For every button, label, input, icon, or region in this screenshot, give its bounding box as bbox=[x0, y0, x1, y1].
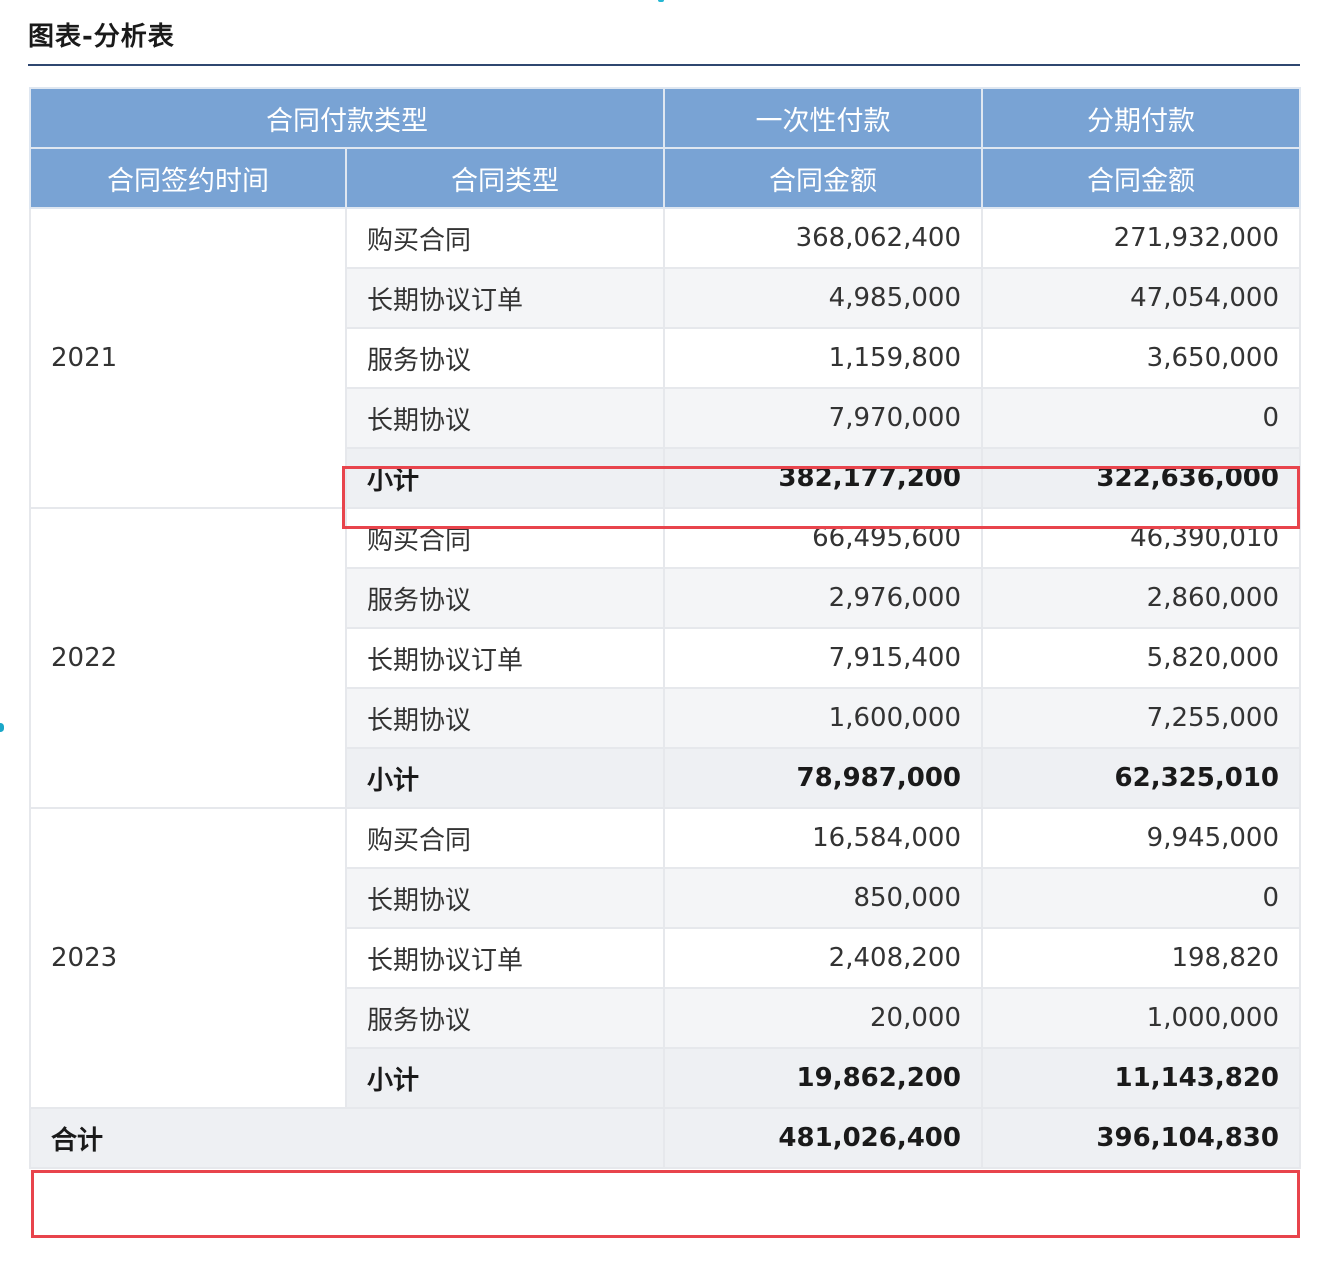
subtotal-label: 小计 bbox=[345, 1047, 665, 1109]
lump-amount-cell: 7,970,000 bbox=[663, 387, 983, 449]
contract-type-cell: 购买合同 bbox=[345, 207, 665, 269]
grand-total-row: 合计 481,026,400 396,104,830 bbox=[29, 1107, 1301, 1169]
header-row-1: 合同付款类型 一次性付款 分期付款 bbox=[29, 87, 1301, 149]
header-amount-lump[interactable]: 合同金额 bbox=[663, 147, 983, 209]
contract-type-cell: 长期协议 bbox=[345, 867, 665, 929]
table-row: 长期协议 1,600,000 7,255,000 bbox=[30, 687, 1301, 749]
subtotal-lump: 382,177,200 bbox=[663, 447, 983, 509]
contract-type-cell: 长期协议订单 bbox=[345, 267, 665, 329]
install-amount-cell: 47,054,000 bbox=[981, 267, 1301, 329]
table-row: 服务协议 1,159,800 3,650,000 bbox=[30, 327, 1301, 389]
install-amount-cell: 198,820 bbox=[981, 927, 1301, 989]
title-divider bbox=[28, 64, 1300, 66]
subtotal-install: 11,143,820 bbox=[981, 1047, 1301, 1109]
lump-amount-cell: 16,584,000 bbox=[663, 807, 983, 869]
install-amount-cell: 7,255,000 bbox=[981, 687, 1301, 749]
lump-amount-cell: 368,062,400 bbox=[663, 207, 983, 269]
year-cell: 2022 bbox=[29, 507, 347, 809]
header-lump-sum[interactable]: 一次性付款 bbox=[663, 87, 983, 149]
grand-total-lump: 481,026,400 bbox=[663, 1107, 983, 1169]
subtotal-row: 小计 19,862,200 11,143,820 bbox=[30, 1047, 1301, 1109]
contract-type-cell: 服务协议 bbox=[345, 327, 665, 389]
lump-amount-cell: 2,408,200 bbox=[663, 927, 983, 989]
table-row: 2022 购买合同 66,495,600 46,390,010 bbox=[29, 507, 1301, 809]
lump-amount-cell: 7,915,400 bbox=[663, 627, 983, 689]
install-amount-cell: 46,390,010 bbox=[981, 507, 1301, 569]
table-row: 2023 购买合同 16,584,000 9,945,000 bbox=[29, 807, 1301, 1109]
header-row-2: 合同签约时间 合同类型 合同金额 合同金额 bbox=[29, 147, 1301, 209]
install-amount-cell: 2,860,000 bbox=[981, 567, 1301, 629]
year-cell: 2023 bbox=[29, 807, 347, 1109]
header-sign-date[interactable]: 合同签约时间 bbox=[29, 147, 347, 209]
install-amount-cell: 0 bbox=[981, 867, 1301, 929]
subtotal-lump: 78,987,000 bbox=[663, 747, 983, 809]
subtotal-install: 322,636,000 bbox=[981, 447, 1301, 509]
grand-total-highlight bbox=[31, 1170, 1300, 1238]
side-edge-marker bbox=[0, 723, 4, 732]
table-row: 2021 购买合同 368,062,400 271,932,000 bbox=[29, 207, 1301, 509]
lump-amount-cell: 4,985,000 bbox=[663, 267, 983, 329]
subtotal-row: 小计 78,987,000 62,325,010 bbox=[30, 747, 1301, 809]
contract-type-cell: 购买合同 bbox=[345, 807, 665, 869]
table-row: 服务协议 20,000 1,000,000 bbox=[30, 987, 1301, 1049]
subtotal-row: 小计 382,177,200 322,636,000 bbox=[30, 447, 1301, 509]
subtotal-install: 62,325,010 bbox=[981, 747, 1301, 809]
install-amount-cell: 9,945,000 bbox=[981, 807, 1301, 869]
contract-type-cell: 长期协议订单 bbox=[345, 927, 665, 989]
lump-amount-cell: 850,000 bbox=[663, 867, 983, 929]
year-cell: 2021 bbox=[29, 207, 347, 509]
lump-amount-cell: 66,495,600 bbox=[663, 507, 983, 569]
header-installment[interactable]: 分期付款 bbox=[981, 87, 1301, 149]
lump-amount-cell: 20,000 bbox=[663, 987, 983, 1049]
subtotal-label: 小计 bbox=[345, 747, 665, 809]
table-row: 长期协议订单 2,408,200 198,820 bbox=[30, 927, 1301, 989]
table-row: 长期协议 7,970,000 0 bbox=[30, 387, 1301, 449]
lump-amount-cell: 2,976,000 bbox=[663, 567, 983, 629]
install-amount-cell: 3,650,000 bbox=[981, 327, 1301, 389]
contract-type-cell: 购买合同 bbox=[345, 507, 665, 569]
lump-amount-cell: 1,600,000 bbox=[663, 687, 983, 749]
contract-type-cell: 服务协议 bbox=[345, 567, 665, 629]
top-edge-marker bbox=[658, 0, 664, 2]
contract-type-cell: 长期协议 bbox=[345, 687, 665, 749]
subtotal-lump: 19,862,200 bbox=[663, 1047, 983, 1109]
lump-amount-cell: 1,159,800 bbox=[663, 327, 983, 389]
page-title: 图表-分析表 bbox=[28, 22, 175, 52]
table-row: 长期协议订单 4,985,000 47,054,000 bbox=[30, 267, 1301, 329]
install-amount-cell: 1,000,000 bbox=[981, 987, 1301, 1049]
grand-total-install: 396,104,830 bbox=[981, 1107, 1301, 1169]
pivot-table: 合同付款类型 一次性付款 分期付款 合同签约时间 合同类型 合同金额 合同金额 … bbox=[29, 87, 1301, 1169]
header-amount-install[interactable]: 合同金额 bbox=[981, 147, 1301, 209]
grand-total-label: 合计 bbox=[29, 1107, 665, 1169]
table-row: 长期协议订单 7,915,400 5,820,000 bbox=[30, 627, 1301, 689]
install-amount-cell: 271,932,000 bbox=[981, 207, 1301, 269]
subtotal-label: 小计 bbox=[345, 447, 665, 509]
header-payment-type[interactable]: 合同付款类型 bbox=[29, 87, 665, 149]
contract-type-cell: 服务协议 bbox=[345, 987, 665, 1049]
table-row: 长期协议 850,000 0 bbox=[30, 867, 1301, 929]
table-row: 服务协议 2,976,000 2,860,000 bbox=[30, 567, 1301, 629]
contract-type-cell: 长期协议订单 bbox=[345, 627, 665, 689]
install-amount-cell: 5,820,000 bbox=[981, 627, 1301, 689]
contract-type-cell: 长期协议 bbox=[345, 387, 665, 449]
install-amount-cell: 0 bbox=[981, 387, 1301, 449]
header-contract-type[interactable]: 合同类型 bbox=[345, 147, 665, 209]
